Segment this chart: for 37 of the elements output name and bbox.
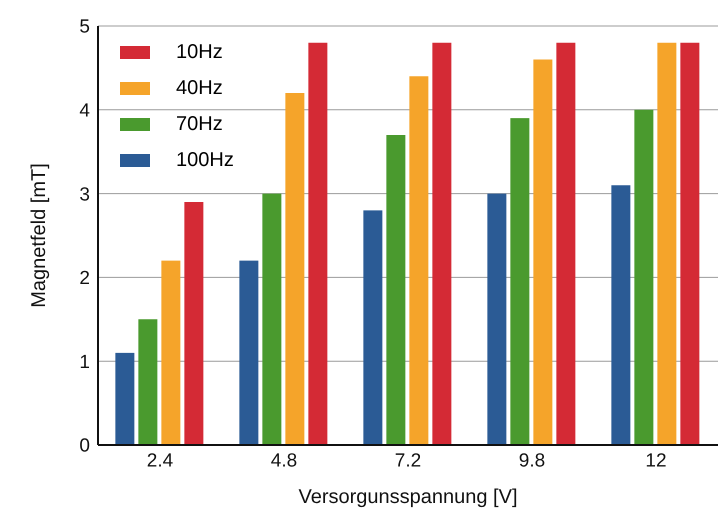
- bar: [533, 60, 552, 445]
- bar: [161, 260, 180, 445]
- bar: [363, 210, 382, 445]
- x-tick-label: 4.8: [270, 450, 298, 472]
- bar: [487, 194, 506, 445]
- bar: [409, 76, 428, 445]
- x-tick-label: 2.4: [146, 450, 174, 472]
- legend-label: 100Hz: [176, 148, 234, 172]
- legend-label: 70Hz: [176, 112, 223, 136]
- bar: [680, 42, 700, 445]
- legend-label: 40Hz: [176, 76, 223, 100]
- bar: [634, 110, 654, 445]
- y-tick-label: 3: [79, 184, 90, 206]
- bar: [184, 202, 204, 445]
- x-tick-label: 9.8: [518, 450, 546, 472]
- x-tick-label: 7.2: [394, 450, 422, 472]
- bar: [556, 42, 576, 445]
- x-axis-title: Versorgunsspannung [V]: [298, 486, 518, 508]
- bar: [262, 194, 282, 445]
- bar: [510, 118, 530, 445]
- y-tick-label: 5: [79, 16, 90, 38]
- bar: [239, 260, 258, 445]
- bar: [285, 93, 304, 445]
- y-tick-label: 0: [79, 436, 90, 457]
- bar: [115, 352, 134, 445]
- legend-label: 10Hz: [176, 40, 223, 64]
- x-tick-label: 12: [645, 450, 667, 472]
- y-tick-label: 1: [79, 352, 90, 373]
- bar: [432, 42, 452, 445]
- y-axis-title: Magnetfeld [mT]: [28, 163, 50, 308]
- bar: [138, 319, 158, 445]
- bar: [308, 42, 328, 445]
- y-tick-label: 4: [79, 100, 90, 122]
- y-tick-label: 2: [79, 268, 90, 290]
- bar: [657, 42, 676, 445]
- bar: [386, 134, 406, 445]
- bar: [611, 185, 630, 445]
